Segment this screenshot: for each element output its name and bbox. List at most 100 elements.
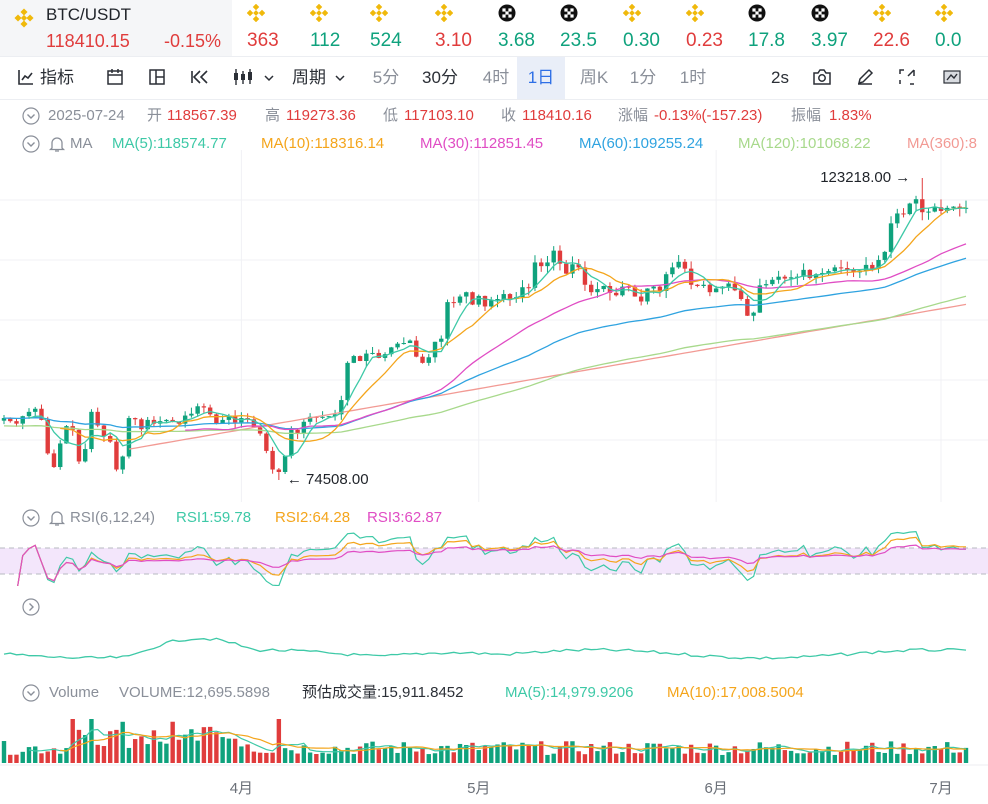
candle-body (932, 207, 937, 212)
volume-bar (470, 742, 475, 763)
volume-bar (663, 748, 669, 763)
candle-body (176, 421, 182, 424)
volume-bar (807, 752, 813, 763)
volume-bar (526, 744, 531, 763)
volume-bar (389, 746, 394, 763)
volume-bar (282, 748, 288, 763)
candle-body (432, 341, 438, 358)
ticker-item[interactable]: 22.6 (873, 0, 931, 56)
secondary-indicator-chart[interactable] (0, 616, 988, 680)
draw-button[interactable] (856, 57, 874, 99)
bell-icon[interactable] (48, 135, 66, 153)
volume-bar (963, 747, 969, 763)
replay-button[interactable] (190, 57, 210, 99)
interval-tab[interactable]: 5分 (372, 68, 400, 87)
ticker-item[interactable]: 363 (247, 0, 305, 56)
candle-body (551, 250, 556, 263)
ticker-item[interactable]: 0.0 (935, 0, 988, 56)
refresh-interval[interactable]: 2s (771, 68, 789, 87)
interval-tab[interactable]: 1分 (629, 68, 657, 87)
volume-bar (207, 726, 213, 763)
volume-chart[interactable]: 4月 5月 6月 7月 (0, 704, 988, 804)
change-label: 涨幅 (618, 107, 649, 124)
volume-bar (214, 732, 219, 763)
ticker-item[interactable]: 524 (370, 0, 428, 56)
interval-tab[interactable]: 周K (579, 68, 609, 87)
calendar-button[interactable] (106, 57, 124, 99)
volume-bar (426, 754, 431, 763)
volume-bar (907, 754, 912, 763)
candle-body (307, 416, 313, 422)
volume-bar (645, 743, 650, 763)
candle-body (339, 400, 344, 415)
collapse-icon[interactable] (22, 684, 40, 702)
candle-body (757, 285, 763, 313)
candle-body (164, 419, 169, 422)
volume-bar (357, 746, 363, 763)
collapse-icon[interactable] (22, 107, 40, 125)
ticker-item[interactable]: 3.97 (811, 0, 869, 56)
collapse-icon[interactable] (22, 509, 40, 527)
volume-ma10-line (60, 731, 967, 753)
candle-body (782, 276, 788, 279)
screenshot-button[interactable] (812, 57, 832, 99)
candle-body (264, 433, 269, 451)
ma5-line (28, 206, 967, 458)
fullscreen-button[interactable] (898, 57, 916, 99)
period-dropdown[interactable]: 周期 (292, 57, 346, 99)
ticker-item[interactable]: 3.10 (435, 0, 493, 56)
settings-button[interactable] (942, 57, 962, 99)
candle-body (182, 415, 188, 424)
ticker-item[interactable]: 0.23 (686, 0, 744, 56)
price-chart[interactable]: 123218.00 → ← 74508.00 (0, 150, 988, 502)
volume-bar (951, 752, 956, 763)
volume-bar (195, 740, 200, 763)
candle-body (601, 285, 606, 290)
candle-body (670, 267, 675, 275)
candle-body (582, 267, 588, 285)
volume-bar (351, 753, 357, 763)
chart-type-button[interactable] (232, 57, 275, 99)
volume-bar (145, 744, 150, 763)
volume-bar (788, 750, 794, 763)
candle-body (420, 356, 425, 363)
candle-body (882, 251, 887, 260)
interval-tab[interactable]: 30分 (422, 68, 458, 87)
candle-body (701, 284, 706, 286)
volume-title: Volume (49, 684, 100, 701)
rsi-title: RSI(6,12,24) (70, 509, 156, 526)
collapse-icon[interactable] (22, 135, 40, 153)
candle-body (58, 443, 63, 468)
change-value: -0.13%(-157.23) (654, 107, 763, 124)
candle-body (20, 416, 25, 424)
volume-bar (501, 742, 506, 763)
interval-tab[interactable]: 1日 (517, 57, 565, 99)
volume-bar (570, 741, 575, 763)
interval-tab[interactable]: 1时 (679, 68, 707, 87)
candle-body (751, 312, 756, 316)
candle-body (507, 294, 513, 300)
ticker-item[interactable]: 3.68 (498, 0, 556, 56)
volume-bar (888, 741, 894, 763)
volume-bar (476, 750, 481, 763)
layout-button[interactable] (148, 57, 166, 99)
ticker-item[interactable]: 17.8 (748, 0, 806, 56)
interval-tab[interactable]: 4时 (482, 68, 510, 87)
expand-indicator-icon[interactable] (22, 598, 40, 616)
candle-body (120, 456, 125, 470)
volume-bar (801, 753, 806, 763)
volume-bar (345, 747, 350, 763)
volume-bar (70, 719, 75, 763)
volume-bar (657, 743, 663, 763)
rsi-chart[interactable] (0, 530, 988, 586)
main-pair-ticker[interactable]: BTC/USDT 118410.15 -0.15% (0, 0, 232, 56)
ticker-item[interactable]: 112 (310, 0, 368, 56)
candlestick-icon (234, 69, 252, 85)
indicator-button[interactable]: 指标 (18, 57, 74, 99)
ticker-item[interactable]: 0.30 (623, 0, 681, 56)
volume-bar (545, 754, 550, 763)
bell-icon[interactable] (48, 509, 66, 527)
ticker-item[interactable]: 23.5 (560, 0, 618, 56)
candle-body (745, 299, 750, 316)
volume-bar (682, 753, 688, 763)
